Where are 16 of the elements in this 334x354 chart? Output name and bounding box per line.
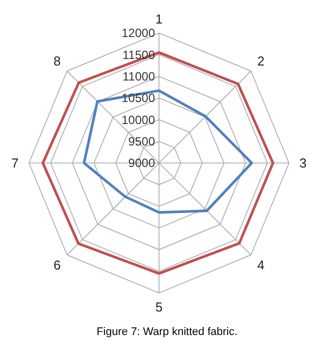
y-tick-label: 9500 bbox=[128, 134, 156, 149]
y-tick-label: 10500 bbox=[122, 91, 156, 106]
y-tick-label: 11000 bbox=[122, 70, 156, 84]
y-tick-label: 12000 bbox=[122, 26, 156, 40]
spoke-label: 1 bbox=[155, 12, 163, 27]
y-tick-label: 10000 bbox=[122, 112, 156, 127]
spoke-label: 8 bbox=[54, 54, 61, 69]
spoke-label: 4 bbox=[257, 257, 264, 272]
spoke-label: 6 bbox=[54, 257, 61, 272]
spoke-label: 3 bbox=[299, 156, 307, 171]
caption: Figure 7: Warp knitted fabric. bbox=[96, 326, 238, 338]
spoke-label: 5 bbox=[155, 300, 163, 315]
y-tick-label: 9000 bbox=[128, 156, 156, 170]
y-tick-label: 11500 bbox=[122, 48, 156, 62]
spoke-label: 7 bbox=[11, 156, 19, 171]
spoke-label: 2 bbox=[257, 54, 264, 69]
